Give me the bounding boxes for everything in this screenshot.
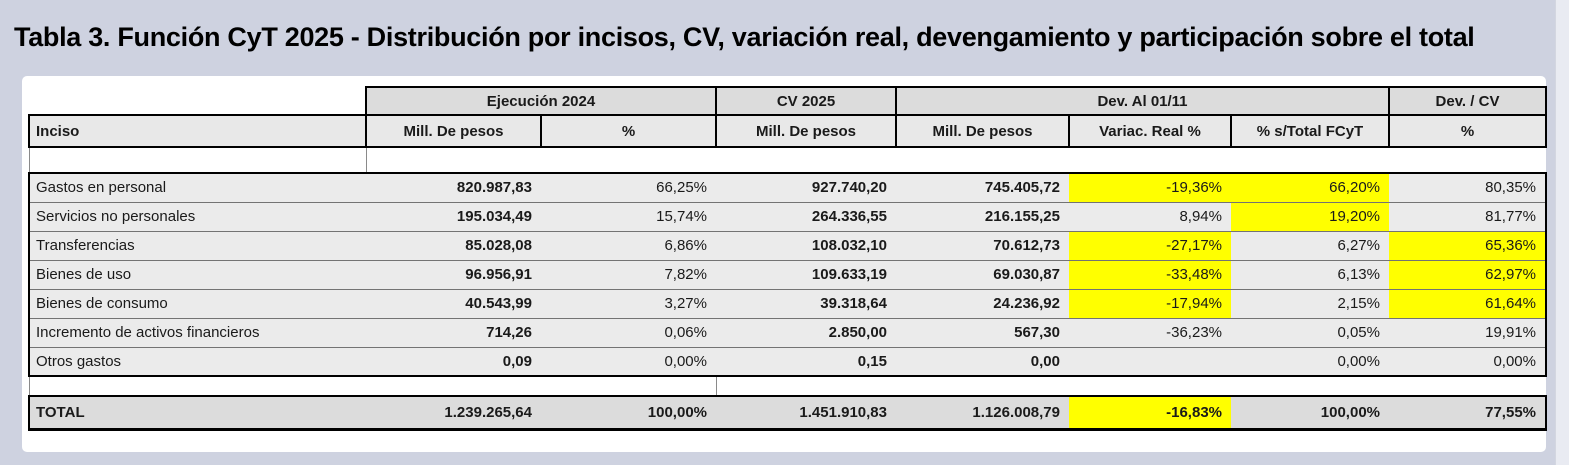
cell-ejec-pct: 100,00% [541,395,716,431]
col-header-ejec-pct: % [540,114,717,148]
cell-dev-cv: 81,77% [1389,202,1547,232]
group-header-ejecucion-2024: Ejecución 2024 [365,86,717,116]
col-header-dev-cv-pct: % [1388,114,1547,148]
table-row: Bienes de uso 96.956,91 7,82% 109.633,19… [28,260,1547,290]
total-row: TOTAL 1.239.265,64 100,00% 1.451.910,83 … [28,395,1547,431]
cell-pct-total: 66,20% [1231,172,1389,203]
group-header-row: Ejecución 2024 CV 2025 Dev. Al 01/11 Dev… [29,86,1547,116]
cell-variac-real: -16,83% [1069,395,1231,431]
corner-cell [29,87,366,115]
col-header-variac-real: Variac. Real % [1068,114,1232,148]
table-row: Incremento de activos financieros 714,26… [28,318,1547,348]
page-title: Tabla 3. Función CyT 2025 - Distribución… [14,22,1475,52]
scrollbar-track[interactable] [1555,0,1569,465]
table-panel: Ejecución 2024 CV 2025 Dev. Al 01/11 Dev… [22,76,1547,452]
cell-dev-mill: 745.405,72 [896,172,1069,203]
column-header-row: Inciso Mill. De pesos % Mill. De pesos M… [28,114,1547,148]
table-row: Bienes de consumo 40.543,99 3,27% 39.318… [28,289,1547,319]
col-header-ejec-mill: Mill. De pesos [365,114,542,148]
cell-cv-mill: 264.336,55 [716,202,896,232]
cell-variac-real [1069,347,1231,377]
cell-dev-mill: 567,30 [896,318,1069,348]
cell-dev-cv: 77,55% [1389,395,1547,431]
spacer-row [28,147,1546,173]
cell-dev-mill: 1.126.008,79 [896,395,1069,431]
cell-dev-cv: 65,36% [1389,231,1547,261]
cell-variac-real: -17,94% [1069,289,1231,319]
cell-cv-mill: 0,15 [716,347,896,377]
cell-inciso: Otros gastos [28,347,366,377]
cell-pct-total: 19,20% [1231,202,1389,232]
spacer-row [28,376,1546,396]
cell-ejec-pct: 6,86% [541,231,716,261]
group-header-cv-2025: CV 2025 [715,86,897,116]
cell-dev-cv: 80,35% [1389,172,1547,203]
cell-pct-total: 6,13% [1231,260,1389,290]
cell-pct-total: 6,27% [1231,231,1389,261]
cell-ejec-pct: 15,74% [541,202,716,232]
cell-ejec-mill: 0,09 [366,347,541,377]
cell-ejec-pct: 3,27% [541,289,716,319]
group-header-dev-al-0111: Dev. Al 01/11 [895,86,1390,116]
cell-ejec-mill: 820.987,83 [366,172,541,203]
cell-cv-mill: 108.032,10 [716,231,896,261]
cell-dev-mill: 70.612,73 [896,231,1069,261]
cell-inciso: Transferencias [28,231,366,261]
cell-ejec-mill: 96.956,91 [366,260,541,290]
cell-ejec-mill: 1.239.265,64 [366,395,541,431]
cell-cv-mill: 1.451.910,83 [716,395,896,431]
cell-dev-mill: 69.030,87 [896,260,1069,290]
cell-dev-cv: 61,64% [1389,289,1547,319]
cell-ejec-pct: 0,06% [541,318,716,348]
cell-dev-mill: 216.155,25 [896,202,1069,232]
cell-variac-real: -19,36% [1069,172,1231,203]
cell-variac-real: -36,23% [1069,318,1231,348]
cell-ejec-pct: 0,00% [541,347,716,377]
cell-inciso: Gastos en personal [28,172,366,203]
cell-pct-total: 0,00% [1231,347,1389,377]
cell-inciso: Incremento de activos financieros [28,318,366,348]
col-header-dev-mill: Mill. De pesos [895,114,1070,148]
cell-cv-mill: 39.318,64 [716,289,896,319]
cell-inciso: Bienes de consumo [28,289,366,319]
cyt-table: Ejecución 2024 CV 2025 Dev. Al 01/11 Dev… [28,86,1547,431]
cell-pct-total: 2,15% [1231,289,1389,319]
cell-ejec-mill: 714,26 [366,318,541,348]
cell-ejec-mill: 195.034,49 [366,202,541,232]
table-row: Servicios no personales 195.034,49 15,74… [28,202,1547,232]
table-row: Transferencias 85.028,08 6,86% 108.032,1… [28,231,1547,261]
cell-cv-mill: 2.850,00 [716,318,896,348]
table-row: Gastos en personal 820.987,83 66,25% 927… [28,172,1547,203]
group-header-dev-cv: Dev. / CV [1388,86,1547,116]
cell-inciso: Servicios no personales [28,202,366,232]
cell-dev-mill: 0,00 [896,347,1069,377]
cell-dev-mill: 24.236,92 [896,289,1069,319]
cell-variac-real: -27,17% [1069,231,1231,261]
col-header-cv-mill: Mill. De pesos [715,114,897,148]
cell-pct-total: 0,05% [1231,318,1389,348]
cell-ejec-pct: 7,82% [541,260,716,290]
cell-variac-real: -33,48% [1069,260,1231,290]
col-header-inciso: Inciso [28,114,367,148]
cell-ejec-pct: 66,25% [541,172,716,203]
cell-cv-mill: 927.740,20 [716,172,896,203]
cell-ejec-mill: 40.543,99 [366,289,541,319]
col-header-pct-total-fcyt: % s/Total FCyT [1230,114,1390,148]
cell-total-label: TOTAL [28,395,366,431]
cell-dev-cv: 0,00% [1389,347,1547,377]
cell-variac-real: 8,94% [1069,202,1231,232]
cell-cv-mill: 109.633,19 [716,260,896,290]
cell-pct-total: 100,00% [1231,395,1389,431]
table-row: Otros gastos 0,09 0,00% 0,15 0,00 0,00% … [28,347,1547,377]
cell-inciso: Bienes de uso [28,260,366,290]
cell-dev-cv: 19,91% [1389,318,1547,348]
cell-ejec-mill: 85.028,08 [366,231,541,261]
cell-dev-cv: 62,97% [1389,260,1547,290]
